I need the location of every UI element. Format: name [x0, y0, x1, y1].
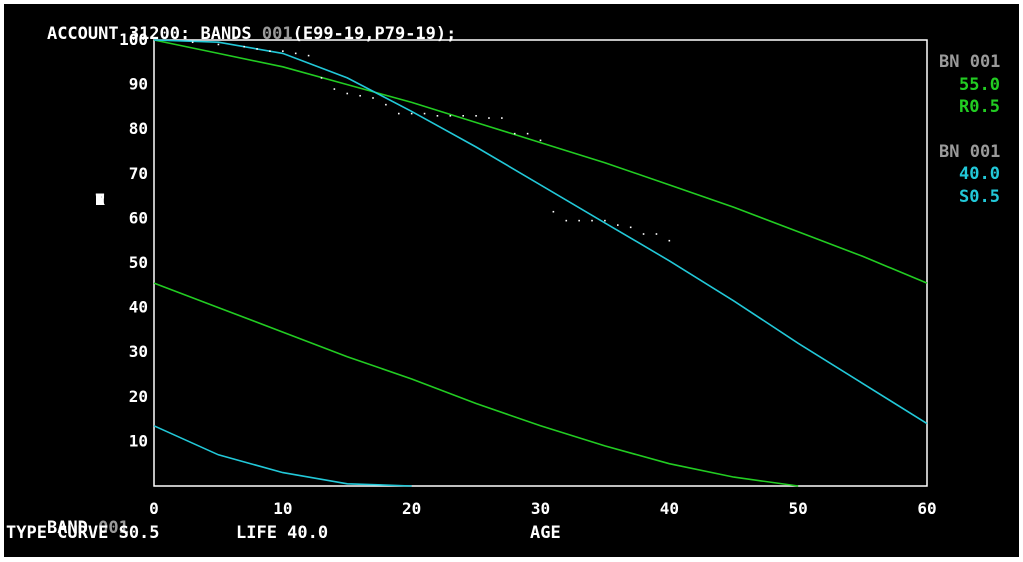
- observed-point: [217, 43, 220, 46]
- tick-labels: 10 20 30 40 50 60 70 80 90 100 0 10 20 30 40 50 60: [119, 30, 937, 518]
- observed-point: [655, 233, 658, 235]
- observed-point: [526, 132, 529, 135]
- observed-point: [539, 139, 542, 142]
- observed-point: [617, 224, 619, 226]
- legend-2-life: 40.0: [959, 164, 1000, 184]
- footer-type-curve: TYPE CURVE S0.5: [6, 523, 160, 543]
- observed-point: [462, 115, 464, 117]
- series-line-green-3: [153, 282, 799, 487]
- series-line-cyan-2: [153, 39, 928, 425]
- legend-2-band: BN 001: [939, 142, 1001, 162]
- observed-point: [372, 97, 374, 99]
- y-axis-label-letter: E: [95, 190, 105, 209]
- observed-point: [256, 48, 258, 50]
- y-tick-label: 80: [129, 119, 148, 138]
- x-tick-label: 10: [273, 499, 292, 518]
- legend-1-band: BN 001: [939, 52, 1001, 72]
- observed-point: [269, 50, 271, 52]
- observed-point: [320, 77, 323, 79]
- y-axis-label-letter: R: [95, 190, 105, 209]
- x-tick-label: 30: [531, 499, 550, 518]
- observed-point: [243, 45, 245, 48]
- y-axis-label-letter: P: [95, 190, 105, 209]
- y-axis-label-letter: C: [95, 190, 105, 209]
- observed-point: [513, 132, 516, 135]
- observed-point: [397, 112, 400, 115]
- observed-point: [591, 219, 593, 222]
- observed-point: [488, 117, 490, 119]
- footer-band-number: 001: [98, 518, 129, 538]
- plot-frame: [153, 39, 928, 487]
- x-tick-label: 50: [789, 499, 808, 518]
- observed-point: [642, 233, 645, 235]
- y-tick-label: 90: [129, 75, 148, 94]
- y-axis-label-letter: T: [95, 190, 105, 209]
- title-prefix: ACCOUNT 31200: BANDS: [46, 24, 262, 44]
- observed-point: [410, 112, 413, 115]
- observed-point: [307, 54, 310, 57]
- observed-point: [629, 226, 632, 229]
- observed-point: [578, 219, 580, 222]
- x-tick-label: 20: [402, 499, 421, 518]
- footer-life: LIFE 40.0: [236, 523, 329, 543]
- y-tick-label: 100: [119, 30, 148, 49]
- legend-2-curve: S0.5: [959, 187, 1000, 207]
- y-tick-label: 10: [129, 431, 148, 450]
- x-tick-label: 0: [149, 499, 159, 518]
- observed-point: [346, 92, 349, 95]
- x-axis-label: AGE: [530, 523, 561, 543]
- legend-1-curve: R0.5: [959, 97, 1000, 117]
- footer-band-label: BAND: [46, 518, 99, 538]
- chart-plot: 10 20 30 40 50 60 70 80 90 100 0 10 20 30 40 50 60: [119, 30, 937, 518]
- terminal-screen: ACCOUNT 31200: BANDS 001(E99-19,P79-19);…: [4, 4, 1019, 557]
- observed-point: [191, 41, 194, 44]
- observed-point: [282, 50, 284, 52]
- observed-point: [436, 115, 439, 117]
- series-line-green-1: [153, 39, 928, 284]
- title-band-number: 001: [261, 24, 293, 44]
- chart-title: ACCOUNT 31200: BANDS 001(E99-19,P79-19);: [6, 7, 456, 61]
- x-tick-label: 60: [917, 499, 936, 518]
- y-tick-label: 70: [129, 164, 148, 183]
- observed-point: [385, 103, 387, 106]
- title-suffix: (E99-19,P79-19);: [292, 24, 457, 44]
- observed-point: [604, 219, 606, 222]
- observed-point: [565, 219, 568, 222]
- y-axis-label-letter: N: [95, 190, 105, 209]
- observed-point: [294, 52, 297, 55]
- y-tick-label: 40: [129, 298, 148, 317]
- observed-point: [333, 88, 336, 90]
- observed-point: [475, 115, 477, 117]
- y-tick-label: 20: [129, 387, 148, 406]
- observed-point: [501, 117, 503, 119]
- observed-point: [449, 115, 452, 117]
- legend-1-life: 55.0: [959, 75, 1000, 95]
- x-tick-label: 40: [660, 499, 679, 518]
- series-lines: [153, 39, 928, 487]
- footer-band: BAND 001: [6, 501, 129, 555]
- y-tick-label: 60: [129, 208, 148, 227]
- y-tick-label: 30: [129, 342, 148, 361]
- series-line-cyan-4: [153, 425, 412, 487]
- observed-point: [668, 239, 671, 242]
- observed-point: [423, 112, 426, 115]
- observed-points: [191, 41, 671, 242]
- y-axis-label-letter: E: [95, 190, 105, 209]
- y-tick-label: 50: [129, 253, 148, 272]
- observed-point: [552, 210, 555, 213]
- observed-point: [359, 94, 361, 97]
